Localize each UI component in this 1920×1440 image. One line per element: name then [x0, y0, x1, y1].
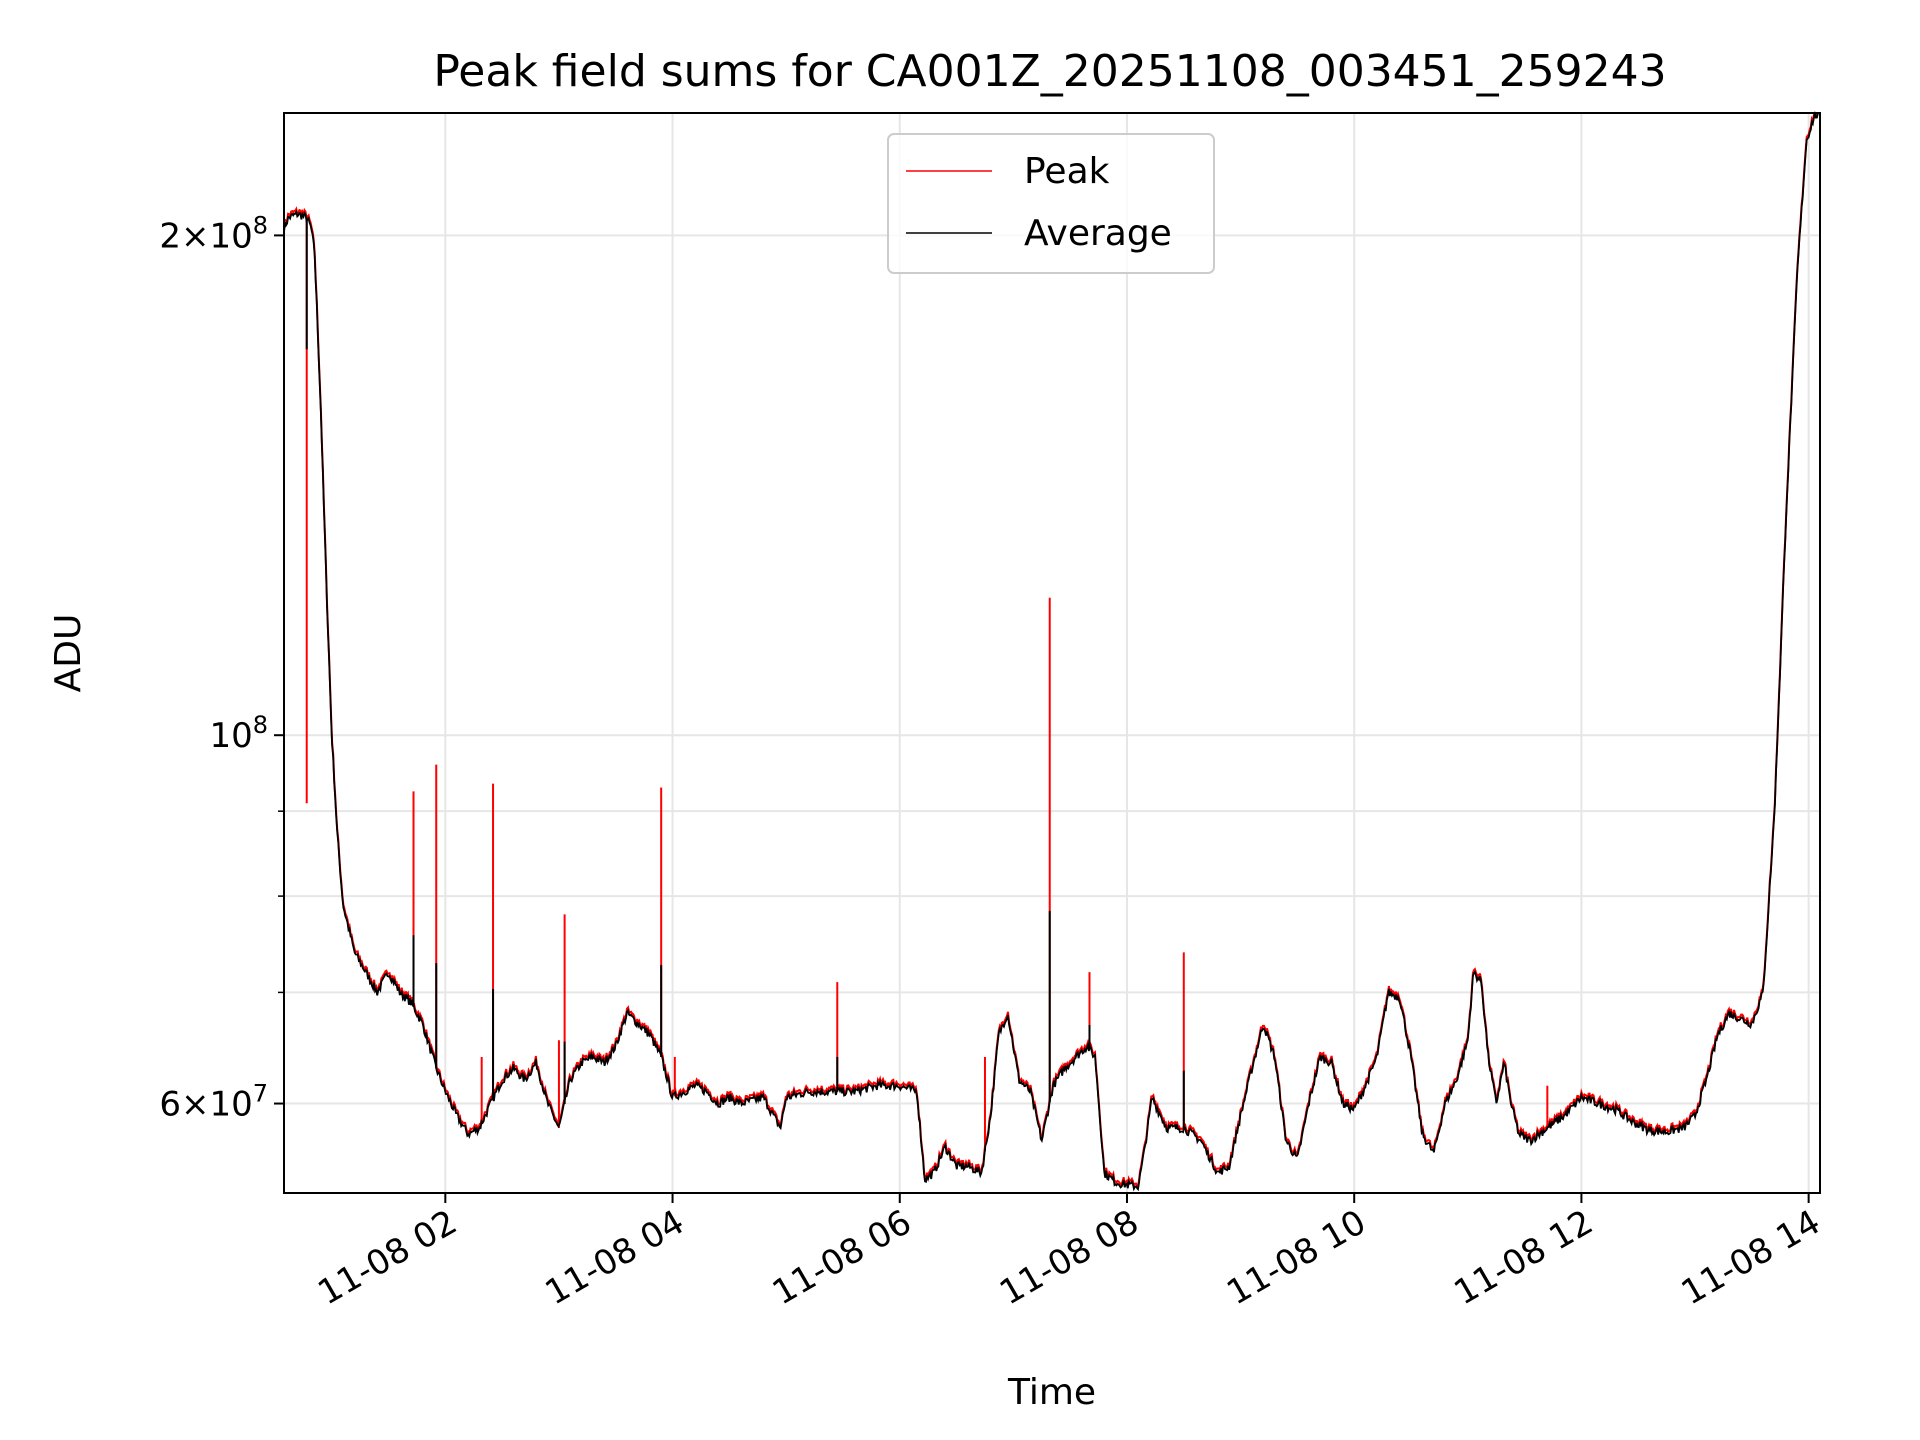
grid [284, 113, 1820, 1193]
legend-average-label: Average [1024, 213, 1172, 254]
y-tick-label-1: 108 [209, 711, 268, 756]
series-layer [283, 110, 1820, 1192]
y-axis-label: ADU [48, 614, 89, 693]
y-tick-label-2: 2×108 [159, 211, 268, 256]
plot-frame [283, 112, 1821, 1194]
y-tick-label-0: 6×107 [159, 1080, 268, 1125]
legend-peak-label: Peak [1024, 151, 1110, 192]
legend-box [887, 133, 1215, 274]
x-axis-label: Time [1007, 1372, 1096, 1413]
chart-title: Peak field sums for CA001Z_20251108_0034… [433, 46, 1666, 97]
legend: Peak Average [887, 133, 1215, 274]
y-axis: 6×107 108 2×108 [159, 211, 284, 1125]
series-average-line [283, 112, 1820, 1192]
